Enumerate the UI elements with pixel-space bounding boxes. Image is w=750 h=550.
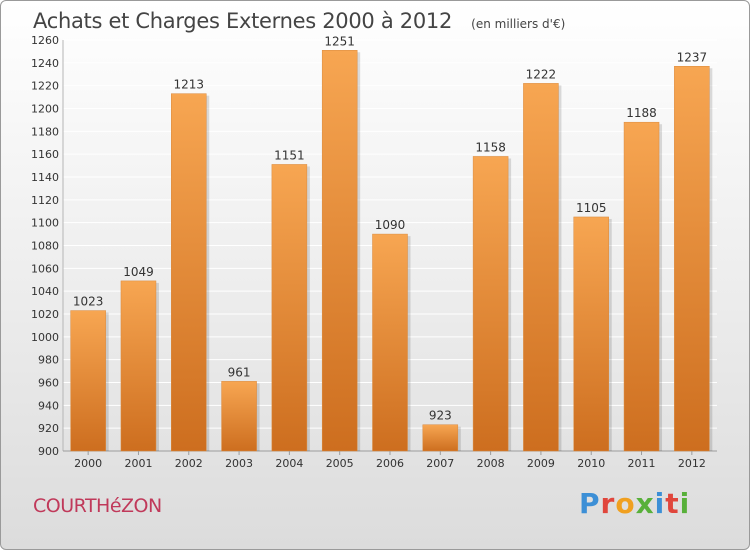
y-tick-label: 1240 (31, 57, 59, 70)
y-tick-label: 1180 (31, 125, 59, 138)
data-label: 961 (228, 365, 251, 379)
bar (523, 83, 559, 452)
bar (120, 280, 157, 452)
x-tick-label: 2011 (628, 457, 656, 470)
data-label: 1222 (526, 67, 557, 81)
brand-letter: P (579, 487, 601, 520)
x-tick-label: 2005 (326, 457, 354, 470)
x-tick-label: 2012 (678, 457, 706, 470)
bar (221, 381, 257, 452)
y-tick-label: 1140 (31, 171, 59, 184)
y-tick-label: 1260 (31, 34, 59, 47)
y-tick-label: 1000 (31, 331, 59, 344)
y-tick-label: 1100 (31, 217, 59, 230)
x-tick-label: 2009 (527, 457, 555, 470)
data-label: 1023 (73, 295, 104, 309)
y-tick-label: 900 (38, 445, 59, 458)
x-tick-label: 2000 (74, 457, 102, 470)
y-tick-label: 1160 (31, 148, 59, 161)
data-label: 1188 (626, 106, 657, 120)
data-label: 1213 (173, 78, 204, 92)
chart-title: Achats et Charges Externes 2000 à 2012 (33, 9, 453, 33)
bar (573, 216, 609, 452)
data-label: 1151 (274, 148, 305, 162)
bar (674, 66, 710, 452)
bar (171, 93, 207, 452)
bar (422, 424, 459, 452)
bar (472, 156, 509, 452)
y-tick-label: 1040 (31, 285, 59, 298)
brand-logo: Proxiti (579, 487, 690, 520)
y-tick-label: 960 (38, 377, 59, 390)
x-tick-label: 2004 (275, 457, 303, 470)
y-tick-label: 1080 (31, 240, 59, 253)
y-tick-label: 1020 (31, 308, 59, 321)
x-tick-label: 2008 (477, 457, 505, 470)
brand-letter: x (635, 487, 655, 520)
brand-letter: i (654, 487, 666, 520)
x-tick-label: 2001 (124, 457, 152, 470)
bar (372, 233, 408, 452)
data-label: 1237 (677, 50, 708, 64)
x-tick-label: 2007 (426, 457, 454, 470)
bar (271, 164, 308, 452)
brand-letter: t (665, 487, 680, 520)
bar (70, 310, 106, 452)
brand-letter: i (679, 487, 691, 520)
data-label: 1251 (324, 34, 355, 48)
data-label: 1090 (375, 218, 406, 232)
chart-subtitle: (en milliers d'€) (471, 17, 566, 31)
data-label: 1158 (475, 140, 506, 154)
brand-letter: o (615, 487, 636, 520)
x-tick-label: 2002 (175, 457, 203, 470)
data-label: 1105 (576, 201, 607, 215)
x-tick-label: 2003 (225, 457, 253, 470)
y-tick-label: 1060 (31, 262, 59, 275)
y-tick-label: 920 (38, 422, 59, 435)
y-tick-label: 1200 (31, 103, 59, 116)
data-label: 923 (429, 409, 452, 423)
x-tick-label: 2006 (376, 457, 404, 470)
brand-letter: r (600, 487, 616, 520)
y-tick-label: 1220 (31, 80, 59, 93)
title-row: Achats et Charges Externes 2000 à 2012 (… (33, 9, 565, 33)
bar (623, 121, 660, 452)
place-name: COURTHéZON (33, 495, 162, 517)
bar (321, 50, 358, 452)
y-tick-label: 1120 (31, 194, 59, 207)
y-tick-label: 940 (38, 399, 59, 412)
data-label: 1049 (123, 265, 154, 279)
y-tick-label: 980 (38, 354, 59, 367)
x-tick-label: 2010 (577, 457, 605, 470)
